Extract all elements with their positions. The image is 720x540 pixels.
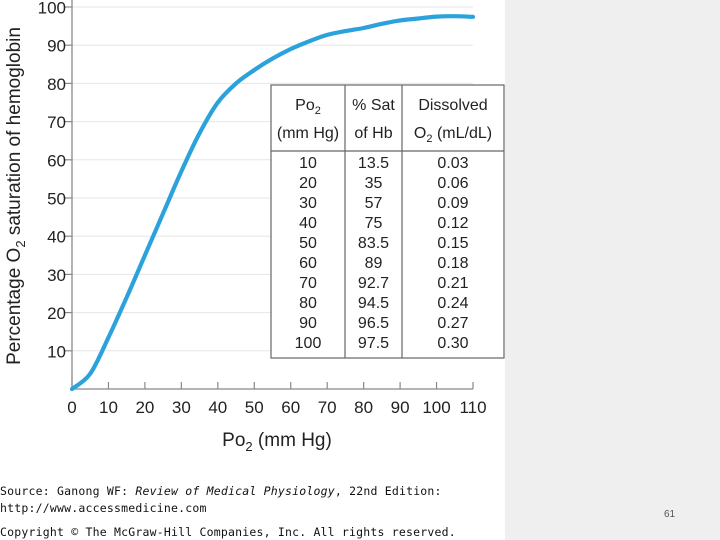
table-cell: 0.09 xyxy=(437,195,468,212)
table-cell: 80 xyxy=(299,295,317,312)
y-tick-label: 70 xyxy=(47,113,66,132)
x-axis-label: Po2 (mm Hg) xyxy=(222,430,332,454)
x-tick-label: 20 xyxy=(135,398,154,417)
table-cell: 13.5 xyxy=(358,155,389,172)
table-cell: 75 xyxy=(365,215,383,232)
y-label-subscript: 2 xyxy=(13,240,28,247)
table-header-line2: O2 (mL/dL) xyxy=(414,125,492,145)
table-header: Dissolved xyxy=(418,97,487,114)
table-header-subscript: 2 xyxy=(315,105,321,117)
x-axis-label-text: Po2 (mm Hg) xyxy=(222,430,332,454)
table-cell: 50 xyxy=(299,235,317,252)
y-label-main: Percentage O xyxy=(4,248,25,365)
table-cell: 40 xyxy=(299,215,317,232)
oxygen-dissociation-figure: 10 20 30 40 50 60 70 80 90 100 0 10 20 30 40 50 60 70 80 90… xyxy=(4,0,505,454)
copyright-notice: Copyright © The McGraw-Hill Companies, I… xyxy=(0,525,456,539)
x-tick-label: 60 xyxy=(281,398,300,417)
table-header-text: Po xyxy=(295,97,315,114)
table-header: % Sat xyxy=(352,97,395,114)
table-cell: 97.5 xyxy=(358,335,389,352)
y-axis-label-text: Percentage O2 saturation of hemoglobin xyxy=(4,27,28,365)
table-cell: 92.7 xyxy=(358,275,389,292)
y-axis-label: Percentage O2 saturation of hemoglobin xyxy=(4,27,28,365)
y-tick-label: 90 xyxy=(47,37,66,56)
x-tick-label: 70 xyxy=(318,398,337,417)
table-header-text: (mL/dL) xyxy=(433,125,493,142)
table-cell: 0.27 xyxy=(437,315,468,332)
table-cell: 100 xyxy=(295,335,322,352)
x-tick-label: 80 xyxy=(354,398,373,417)
table-cell: 30 xyxy=(299,195,317,212)
y-tick-label: 60 xyxy=(47,151,66,170)
table-cell: 0.21 xyxy=(437,275,468,292)
table-cell: 89 xyxy=(365,255,383,272)
y-label-rest: saturation of hemoglobin xyxy=(4,27,25,240)
x-tick-label: 110 xyxy=(459,398,486,417)
y-tick-label: 80 xyxy=(47,75,66,94)
table-cell: 0.03 xyxy=(437,155,468,172)
y-tick-label: 50 xyxy=(47,190,66,209)
table-cell: 94.5 xyxy=(358,295,389,312)
dissociation-curve xyxy=(69,14,476,392)
table-cell: 60 xyxy=(299,255,317,272)
table-header-text: % Sat xyxy=(352,97,395,114)
side-panel xyxy=(505,0,720,540)
table-cell: 0.24 xyxy=(437,295,468,312)
axes: 10 20 30 40 50 60 70 80 90 100 0 10 20 30 40 50 60 70 80 90… xyxy=(38,0,487,417)
y-tick-label: 10 xyxy=(47,342,66,361)
x-tick-label: 100 xyxy=(422,398,450,417)
x-label-main: Po xyxy=(222,430,245,451)
table-cell: 0.18 xyxy=(437,255,468,272)
x-tick-label: 30 xyxy=(172,398,191,417)
table-cell: 0.15 xyxy=(437,235,468,252)
x-label-subscript: 2 xyxy=(245,439,252,454)
table-cell: 70 xyxy=(299,275,317,292)
table-header-text: O xyxy=(414,125,426,142)
table-header-text: Dissolved xyxy=(418,97,487,114)
table-cell: 0.30 xyxy=(437,335,468,352)
table-cell: 10 xyxy=(299,155,317,172)
x-label-rest: (mm Hg) xyxy=(253,430,332,451)
table-header: Po2 xyxy=(295,97,321,117)
source-url[interactable]: http://www.accessmedicine.com xyxy=(0,501,207,515)
source-caption: Source: Ganong WF: Review of Medical Phy… xyxy=(0,484,442,498)
table-header-subscript: 2 xyxy=(426,133,432,145)
y-tick-label: 40 xyxy=(47,228,66,247)
plot-series xyxy=(69,14,476,392)
source-suffix: , 22nd Edition: xyxy=(334,484,442,498)
x-tick-label: 10 xyxy=(99,398,118,417)
table-header-text: of Hb xyxy=(354,125,392,142)
table-header-text: (mm Hg) xyxy=(277,125,339,142)
table-frame xyxy=(270,84,505,359)
table-cell: 57 xyxy=(365,195,383,212)
table-header-line2: (mm Hg) xyxy=(277,125,339,142)
table-cell: 20 xyxy=(299,175,317,192)
table-cell: 35 xyxy=(365,175,383,192)
y-tick-label: 100 xyxy=(38,0,66,18)
slide-number: 61 xyxy=(664,509,676,520)
table-cell: 83.5 xyxy=(358,235,389,252)
table-cell: 0.06 xyxy=(437,175,468,192)
table-cell: 90 xyxy=(299,315,317,332)
x-tick-label: 50 xyxy=(245,398,264,417)
table-cell: 96.5 xyxy=(358,315,389,332)
x-tick-label: 90 xyxy=(391,398,410,417)
x-tick-label: 40 xyxy=(208,398,227,417)
source-prefix: Source: Ganong WF: xyxy=(0,484,136,498)
table-cell: 0.12 xyxy=(437,215,468,232)
y-tick-label: 20 xyxy=(47,304,66,323)
source-title: Review of Medical Physiology xyxy=(135,484,335,498)
table-header-line2: of Hb xyxy=(354,125,392,142)
x-tick-label: 0 xyxy=(67,398,76,417)
y-tick-label: 30 xyxy=(47,266,66,285)
